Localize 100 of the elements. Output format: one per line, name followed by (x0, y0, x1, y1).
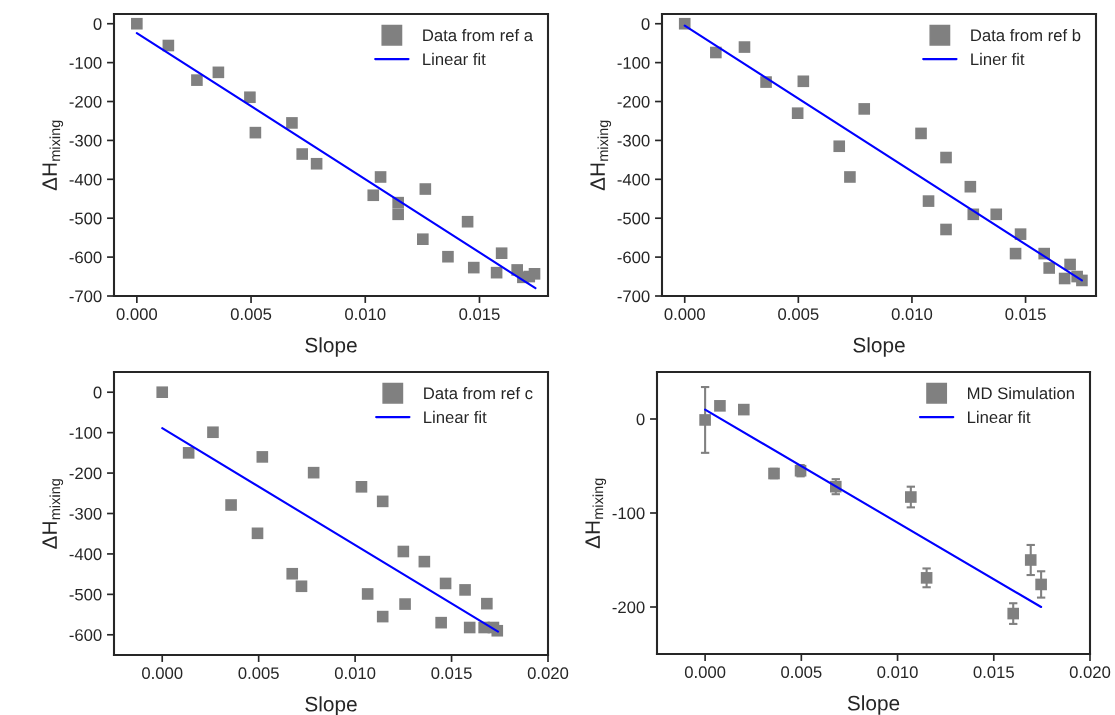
x-tick-label: 0.015 (431, 667, 472, 680)
point (439, 577, 452, 590)
point (922, 195, 935, 207)
y-tick-label: -500 (69, 588, 102, 601)
y-tick-label: -100 (617, 57, 650, 69)
y-tick-label: -100 (69, 427, 102, 439)
x-tick-label: 0.005 (778, 308, 819, 321)
point (797, 75, 810, 88)
y-tick-label: -300 (69, 507, 102, 520)
point (156, 386, 169, 399)
y-tick-label: -600 (617, 251, 650, 264)
point (361, 588, 374, 600)
point (461, 215, 474, 228)
y-tick-label: -400 (69, 173, 102, 186)
point (940, 151, 952, 164)
point (459, 584, 471, 596)
y-axis-title: ΔH$_{mixing}$ (590, 120, 612, 191)
legend-label: Data from ref a (423, 29, 534, 42)
point (467, 261, 480, 274)
x-axis-title: Slope (853, 337, 905, 357)
y-axis-title: ΔH$_{mixing}$ (42, 479, 64, 549)
point (791, 107, 804, 119)
y-tick-label: -100 (69, 57, 102, 69)
x-tick-label: 0.015 (973, 666, 1014, 679)
y-axis-title: ΔH$_{mixing}$ (42, 120, 64, 191)
point (376, 610, 389, 623)
y-tick-label: -600 (69, 251, 102, 264)
point (714, 400, 726, 412)
point (1007, 607, 1020, 620)
x-tick-label: 0.020 (527, 667, 569, 680)
point (397, 545, 410, 558)
y-tick-label: 0 (636, 413, 645, 426)
legend-label: MD Simulation (968, 387, 1074, 400)
point (435, 616, 447, 629)
x-tick-label: 0.015 (459, 308, 500, 321)
x-tick-label: 0.000 (142, 667, 183, 680)
y-tick-label: -300 (617, 134, 650, 147)
point (1024, 554, 1037, 566)
point (495, 247, 508, 260)
point (392, 208, 404, 221)
point (244, 91, 256, 104)
x-tick-label: 0.020 (1069, 666, 1111, 679)
y-tick-label: 0 (641, 18, 650, 30)
x-tick-label: 0.000 (684, 666, 726, 679)
point (710, 46, 722, 59)
point (858, 103, 871, 115)
point (399, 598, 411, 610)
point (1064, 258, 1076, 271)
point (376, 495, 389, 508)
y-tick-label: 0 (93, 18, 102, 30)
y-tick-label: -400 (617, 173, 650, 186)
point (481, 597, 493, 610)
point (207, 426, 219, 439)
legend-label: Linear fit (424, 410, 487, 424)
x-tick-label: 0.015 (1005, 308, 1046, 321)
point (737, 403, 750, 416)
x-tick-label: 0.000 (664, 308, 705, 321)
y-tick-label: -200 (612, 601, 645, 614)
legend-label: Data from ref c (424, 387, 533, 400)
x-axis-title: Slope (305, 696, 357, 715)
legend-label: Data from ref b (971, 29, 1081, 42)
point (419, 183, 432, 195)
point (249, 126, 262, 139)
point (225, 499, 237, 511)
point (844, 171, 856, 183)
point (212, 66, 225, 79)
point (296, 148, 309, 160)
y-tick-label: -200 (69, 95, 102, 108)
point (374, 171, 387, 183)
point (256, 451, 269, 463)
point (182, 447, 195, 459)
y-tick-label: -700 (617, 290, 650, 303)
point (463, 621, 476, 634)
x-tick-label: 0.010 (345, 308, 386, 321)
point (1035, 578, 1047, 591)
y-tick-label: 0 (93, 386, 102, 399)
y-tick-label: -300 (69, 134, 102, 147)
point (418, 555, 431, 568)
point (915, 127, 927, 140)
x-tick-label: 0.010 (877, 666, 918, 679)
point (307, 466, 320, 479)
point (286, 117, 298, 129)
x-axis-title: Slope (847, 695, 900, 715)
legend-label: Linear fit (423, 52, 486, 66)
point (355, 481, 368, 493)
y-tick-label: -500 (69, 212, 102, 225)
x-tick-label: 0.005 (230, 308, 272, 321)
x-tick-label: 0.010 (334, 667, 376, 680)
point (905, 491, 917, 503)
y-tick-label: -100 (612, 507, 645, 520)
point (131, 17, 143, 30)
point (295, 580, 308, 593)
point (286, 567, 299, 580)
x-tick-label: 0.005 (238, 667, 279, 680)
point (442, 250, 454, 263)
point (964, 180, 977, 193)
x-tick-label: 0.010 (891, 308, 933, 321)
point (191, 74, 203, 86)
y-tick-label: -500 (617, 212, 650, 225)
legend-label: Linear fit (968, 410, 1031, 424)
